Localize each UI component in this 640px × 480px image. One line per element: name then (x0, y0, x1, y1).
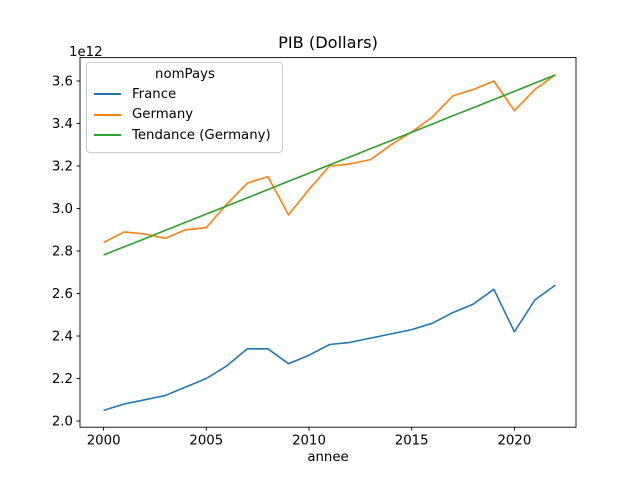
legend-swatch-line-france (94, 93, 121, 96)
x-tick-label-2010: 2010 (292, 434, 326, 449)
x-tick-label-2015: 2015 (395, 434, 429, 449)
y-tick-label-2.8: 2.8 (52, 245, 73, 260)
y-tick-label-2.2: 2.2 (52, 372, 73, 387)
legend-swatch-line-tendance-germany (94, 134, 121, 137)
legend-label-france: France (132, 86, 177, 102)
y-tick-label-2.6: 2.6 (52, 287, 73, 302)
chart-title: PIB (Dollars) (278, 33, 378, 52)
legend-entry-tendance-germany: Tendance (Germany) (94, 125, 276, 146)
axes-frame (79, 57, 577, 428)
legend-label-germany: Germany (132, 107, 194, 123)
legend-box: nomPays France Germany Tendance (Germany) (86, 62, 283, 153)
series-line-tendance-germany (103, 74, 556, 256)
x-tick-label-2020: 2020 (497, 434, 531, 449)
legend-title: nomPays (155, 67, 215, 82)
y-axis-offset-label: 1e12 (69, 45, 103, 60)
y-tick-label-3.0: 3.0 (52, 202, 73, 217)
y-tick-label-3.4: 3.4 (52, 117, 73, 132)
legend-entry-germany: Germany (94, 105, 276, 126)
x-axis-label: annee (307, 450, 349, 465)
x-tick-label-2000: 2000 (87, 434, 121, 449)
x-tick-label-2005: 2005 (189, 434, 223, 449)
legend-swatch-line-germany (94, 113, 121, 116)
y-tick-label-2.0: 2.0 (52, 415, 73, 430)
legend-entry-france: France (94, 84, 276, 105)
y-tick-label-3.2: 3.2 (52, 160, 73, 175)
y-tick-label-3.6: 3.6 (52, 75, 73, 90)
y-tick-label-2.4: 2.4 (52, 330, 73, 345)
series-line-germany (103, 73, 556, 244)
legend-label-tendance-germany: Tendance (Germany) (132, 127, 271, 143)
series-line-france (103, 284, 556, 412)
legend-entries: France Germany Tendance (Germany) (94, 84, 276, 146)
